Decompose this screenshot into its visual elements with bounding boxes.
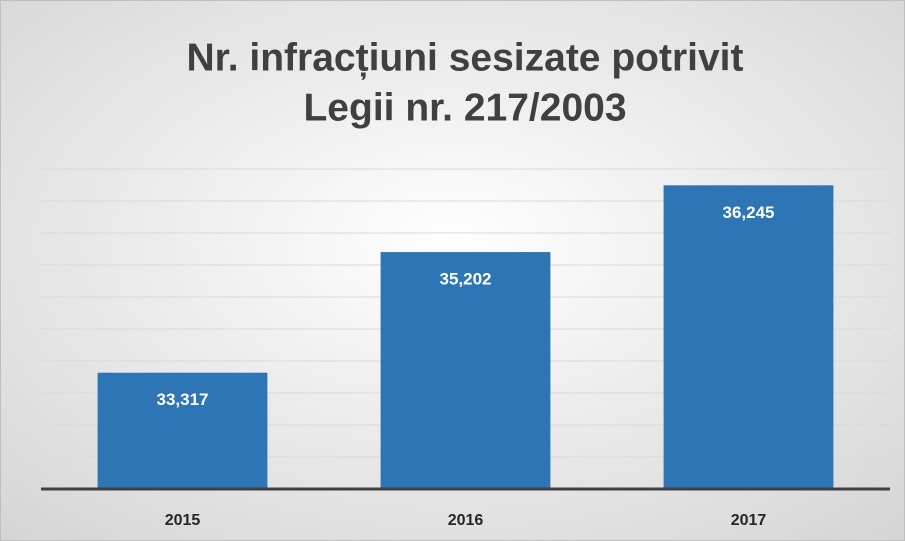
bar bbox=[97, 372, 268, 489]
chart-title: Legii nr. 217/2003 bbox=[303, 86, 626, 129]
data-label: 35,202 bbox=[440, 270, 492, 289]
data-label: 36,245 bbox=[723, 203, 775, 222]
chart-title: Nr. infracțiuni sesizate potrivit bbox=[187, 36, 744, 79]
x-tick-label: 2016 bbox=[448, 512, 484, 529]
bar bbox=[663, 185, 834, 489]
bar bbox=[380, 252, 551, 489]
x-tick-label: 2015 bbox=[165, 512, 201, 529]
x-tick-label: 2017 bbox=[731, 512, 767, 529]
data-label: 33,317 bbox=[157, 390, 209, 409]
